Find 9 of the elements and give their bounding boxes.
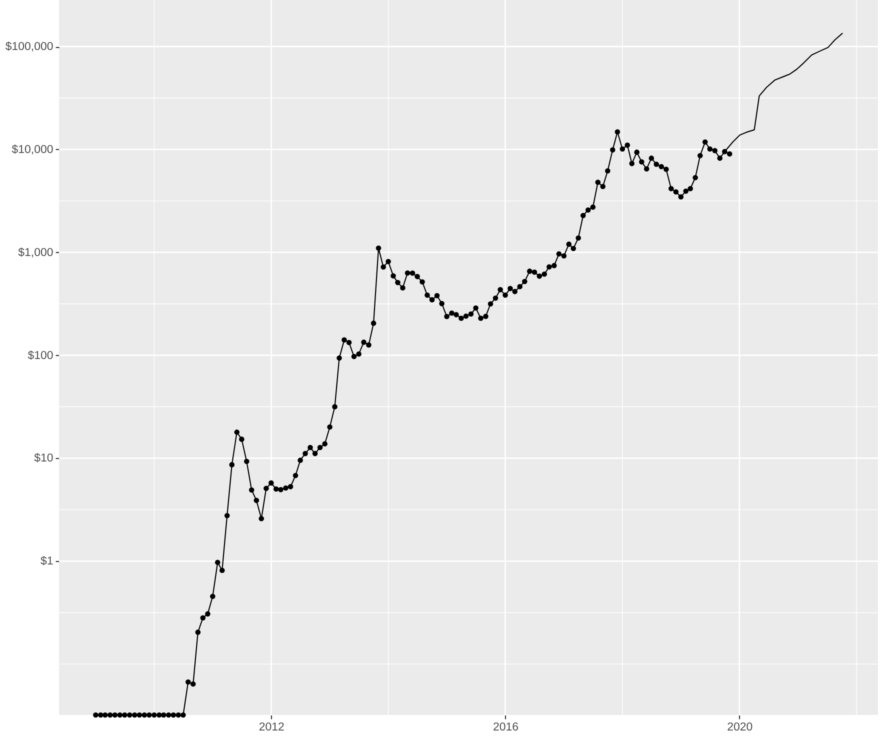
y-tick-label: $1,000 [18,246,54,259]
x-tick-label: 2016 [492,722,519,734]
x-tick-label: 2012 [258,722,284,734]
y-tick-label: $1 [40,556,54,568]
y-tick-label: $10 [34,452,54,465]
y-tick-label: $100 [28,350,54,362]
y-tick-label: $100,000 [5,41,54,53]
x-tick-label: 2020 [727,722,753,734]
y-tick-label: $10,000 [12,144,54,156]
